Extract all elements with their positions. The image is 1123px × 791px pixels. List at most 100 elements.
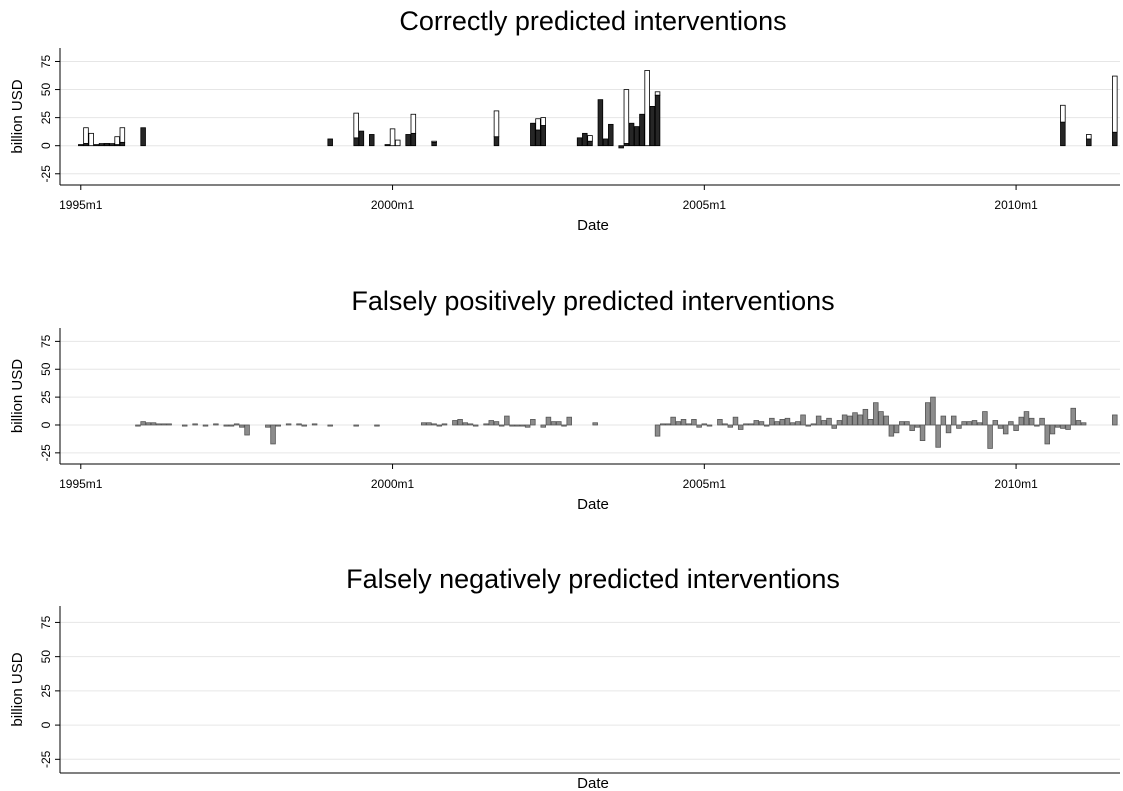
bar bbox=[976, 422, 983, 426]
bar bbox=[1008, 421, 1014, 426]
y-tick-label: -25 bbox=[39, 444, 53, 462]
y-tick-label: 75 bbox=[39, 615, 53, 629]
bar bbox=[925, 402, 931, 426]
bar bbox=[893, 424, 900, 434]
bar bbox=[358, 130, 365, 147]
bar bbox=[566, 416, 572, 426]
bar bbox=[150, 422, 157, 426]
bar bbox=[311, 423, 318, 426]
bar bbox=[608, 123, 614, 147]
bar bbox=[540, 424, 546, 428]
x-axis-label: Date bbox=[577, 496, 609, 513]
bar bbox=[369, 134, 375, 147]
bar bbox=[410, 113, 417, 134]
bar bbox=[109, 143, 115, 145]
bar bbox=[270, 424, 276, 445]
bar bbox=[841, 414, 848, 426]
bar bbox=[452, 420, 458, 426]
bar bbox=[1080, 422, 1087, 426]
bar bbox=[140, 127, 146, 147]
bar bbox=[493, 136, 500, 147]
bar bbox=[800, 414, 806, 426]
bar bbox=[919, 424, 926, 441]
bar bbox=[956, 424, 962, 429]
bar bbox=[1112, 414, 1118, 426]
bar bbox=[935, 424, 941, 448]
bar bbox=[779, 419, 785, 426]
bar bbox=[483, 423, 489, 426]
bar bbox=[472, 424, 479, 427]
bar bbox=[353, 112, 359, 139]
bar bbox=[556, 421, 562, 426]
bar bbox=[945, 424, 952, 434]
bar bbox=[285, 423, 292, 426]
bar bbox=[909, 424, 915, 431]
bar bbox=[535, 129, 541, 147]
bar bbox=[618, 145, 624, 149]
bar bbox=[992, 420, 999, 426]
bar bbox=[233, 423, 240, 426]
bar bbox=[223, 424, 230, 427]
bar bbox=[831, 424, 837, 429]
bar bbox=[644, 70, 650, 147]
bar bbox=[873, 402, 879, 426]
bar bbox=[654, 91, 661, 96]
bar bbox=[327, 424, 333, 427]
bar bbox=[696, 424, 702, 428]
bar bbox=[514, 424, 520, 427]
bar bbox=[878, 411, 884, 426]
bar bbox=[374, 424, 380, 427]
bar bbox=[1054, 424, 1061, 428]
x-tick-label: 2000m1 bbox=[371, 198, 415, 212]
y-tick-label: 50 bbox=[39, 83, 53, 97]
bar bbox=[950, 415, 957, 426]
bar bbox=[135, 424, 141, 427]
chart-title: Falsely positively predicted interventio… bbox=[351, 286, 834, 316]
bar bbox=[431, 141, 437, 147]
bar bbox=[519, 424, 526, 427]
bar bbox=[395, 139, 401, 147]
bar bbox=[1049, 424, 1056, 435]
bar bbox=[431, 140, 437, 143]
bar bbox=[867, 419, 874, 426]
chart-title: Falsely negatively predicted interventio… bbox=[346, 564, 840, 594]
y-tick-label: -25 bbox=[39, 165, 53, 183]
bar bbox=[410, 132, 417, 147]
bar bbox=[576, 137, 583, 147]
bar bbox=[145, 422, 152, 426]
bar bbox=[634, 126, 640, 147]
bar bbox=[587, 140, 593, 147]
bar bbox=[498, 424, 505, 427]
bar bbox=[899, 421, 905, 426]
bar bbox=[706, 424, 713, 427]
y-tick-label: 50 bbox=[39, 362, 53, 376]
bar bbox=[795, 421, 801, 426]
bar bbox=[493, 421, 500, 426]
bar bbox=[509, 424, 515, 427]
bar bbox=[166, 423, 172, 426]
bar bbox=[457, 419, 463, 426]
bar bbox=[1028, 417, 1035, 426]
bar bbox=[862, 408, 869, 426]
bar bbox=[670, 416, 676, 426]
bar bbox=[815, 415, 822, 426]
bar bbox=[654, 424, 661, 437]
bar bbox=[114, 136, 120, 145]
bar bbox=[847, 415, 853, 426]
y-axis-label: billion USD bbox=[9, 359, 26, 433]
bar bbox=[888, 424, 895, 437]
bar bbox=[155, 423, 162, 426]
y-tick-label: 75 bbox=[39, 54, 53, 68]
bar bbox=[296, 423, 302, 426]
bar bbox=[680, 419, 687, 426]
bar bbox=[836, 420, 843, 426]
bar bbox=[930, 396, 936, 426]
bar bbox=[431, 423, 437, 426]
y-axis-label: billion USD bbox=[9, 79, 26, 153]
bar bbox=[602, 138, 609, 147]
bar bbox=[774, 421, 780, 426]
bar bbox=[88, 132, 94, 147]
bar bbox=[420, 422, 427, 426]
bar bbox=[660, 423, 666, 426]
